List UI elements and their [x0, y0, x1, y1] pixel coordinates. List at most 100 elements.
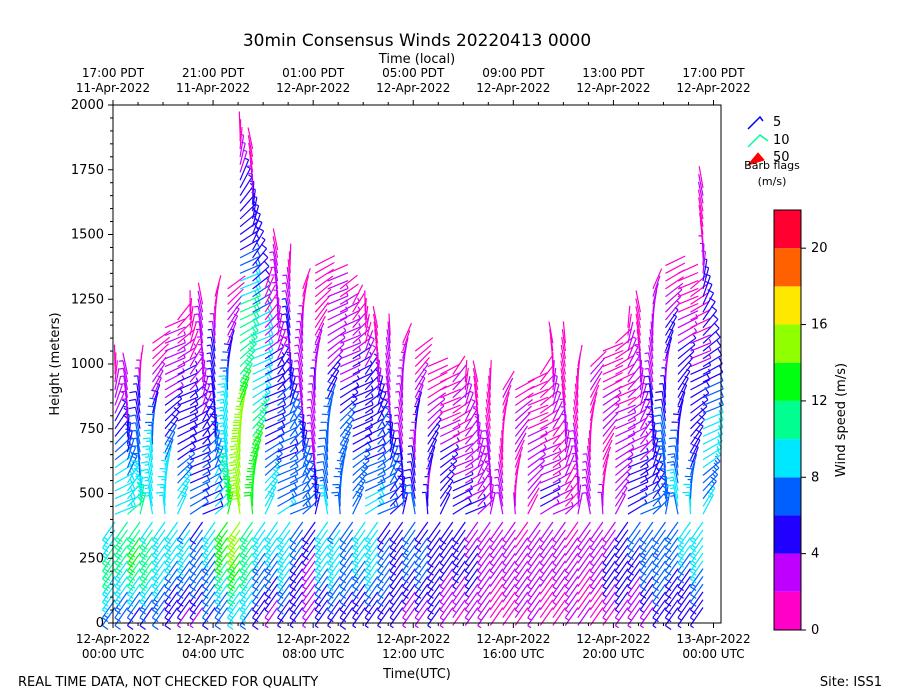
wind-barb	[690, 338, 712, 352]
wind-barb	[264, 560, 279, 584]
wind-barb	[627, 321, 634, 344]
wind-barb	[364, 521, 379, 545]
wind-barb	[439, 576, 454, 598]
wind-barb	[364, 336, 375, 360]
wind-barb	[527, 599, 541, 621]
wind-barb	[297, 313, 304, 336]
wind-barb	[373, 321, 379, 344]
wind-barb	[539, 591, 554, 611]
wind-barb	[306, 406, 316, 429]
wind-barb	[440, 388, 461, 399]
wind-barb	[539, 364, 555, 383]
wind-barb	[126, 583, 141, 607]
wind-barb	[664, 544, 679, 568]
wind-barb	[602, 446, 612, 468]
wind-barb	[589, 350, 607, 368]
wind-barb	[627, 599, 641, 621]
wind-barb	[589, 591, 604, 611]
wind-barb	[289, 560, 304, 584]
wind-barb	[239, 599, 254, 623]
wind-barb	[389, 568, 404, 590]
wind-barb	[452, 417, 473, 430]
wind-barb	[615, 337, 634, 352]
wind-barb	[643, 390, 654, 414]
wind-barb	[627, 344, 639, 367]
wind-barb	[602, 357, 624, 368]
wind-barb	[452, 426, 473, 438]
wind-barb	[439, 521, 454, 545]
wind-barb	[614, 471, 631, 492]
wind-barb	[339, 521, 354, 545]
wind-barb	[414, 521, 429, 545]
wind-barb	[387, 321, 391, 344]
wind-barb	[386, 329, 391, 352]
wind-barb	[514, 418, 530, 437]
wind-barb	[589, 576, 604, 595]
wind-barb	[364, 576, 379, 599]
wind-barb	[488, 375, 491, 398]
wind-barb	[514, 529, 529, 549]
legend-units: (m/s)	[758, 175, 787, 188]
wind-barb	[316, 461, 329, 484]
wind-barb	[489, 537, 504, 559]
wind-barb	[452, 434, 474, 445]
wind-barb	[141, 453, 154, 476]
wind-barb	[287, 259, 291, 282]
wind-barb	[402, 322, 413, 344]
wind-barb	[502, 560, 516, 582]
wind-barb	[164, 326, 186, 337]
wind-barb	[252, 218, 263, 243]
wind-barb	[264, 284, 276, 305]
wind-barb	[394, 414, 404, 437]
wind-barb	[477, 568, 491, 590]
wind-barb	[477, 529, 491, 551]
wind-barb	[302, 268, 311, 290]
wind-barb	[277, 552, 291, 576]
wind-barb	[339, 283, 359, 298]
wind-barb	[552, 418, 566, 437]
wind-barb	[690, 300, 710, 313]
wind-barb	[252, 343, 274, 360]
wind-barb	[277, 544, 291, 568]
wind-barb	[197, 298, 204, 321]
wind-barb	[139, 344, 144, 367]
wind-barb	[602, 591, 616, 613]
wind-barb	[214, 599, 229, 623]
wind-barb	[614, 560, 629, 582]
wind-barb	[452, 552, 466, 576]
wind-barb	[664, 529, 679, 553]
wind-barb	[502, 384, 512, 406]
wind-barb	[514, 446, 524, 468]
wind-barb	[615, 388, 636, 399]
wind-barb	[277, 591, 291, 615]
wind-barb	[677, 295, 699, 305]
wind-barb	[382, 383, 391, 406]
wind-barb	[176, 583, 191, 607]
wind-barb	[252, 529, 266, 553]
wind-barb	[589, 384, 600, 406]
wind-barb	[689, 552, 704, 576]
wind-barb	[602, 521, 616, 543]
wind-barb	[339, 346, 362, 360]
wind-barb	[494, 492, 504, 515]
wind-barb	[114, 599, 128, 623]
wind-barb	[189, 552, 204, 576]
wind-barb	[477, 591, 491, 613]
wind-barb	[189, 347, 202, 367]
wind-barb	[217, 437, 229, 460]
wind-barb	[427, 583, 441, 607]
wind-barb	[677, 568, 691, 592]
wind-barb	[227, 591, 241, 615]
colorbar-bin	[774, 248, 801, 287]
wind-barb	[202, 537, 216, 561]
wind-barb	[589, 583, 604, 603]
wind-barb	[602, 552, 616, 574]
wind-barb	[195, 321, 204, 344]
wind-barb	[527, 388, 549, 399]
wind-barb	[677, 302, 699, 313]
wind-barb	[252, 591, 266, 615]
wind-barb	[406, 461, 416, 484]
wind-barb	[377, 576, 391, 599]
y-tick-label: 0	[96, 616, 104, 631]
wind-barb	[414, 368, 428, 391]
